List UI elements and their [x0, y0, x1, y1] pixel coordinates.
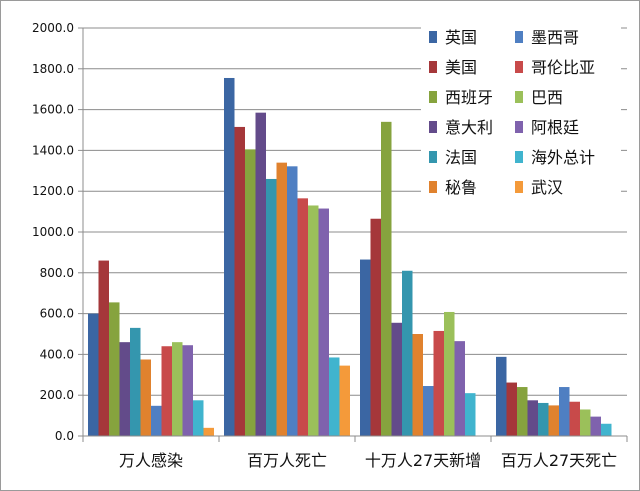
bar [287, 166, 298, 436]
x-category-label: 百万人27天死亡 [501, 451, 617, 470]
bar [193, 400, 204, 436]
bar [360, 259, 371, 436]
bar [559, 387, 570, 436]
bar [318, 208, 329, 436]
legend-swatch [429, 31, 437, 43]
bar [297, 198, 308, 436]
y-tick-label: 1600.0 [32, 103, 74, 117]
legend-label: 英国 [445, 28, 477, 47]
x-category-label: 百万人死亡 [247, 451, 327, 470]
bar [601, 423, 612, 436]
bar [569, 401, 580, 436]
x-category-label: 万人感染 [119, 451, 183, 470]
bar [517, 387, 528, 436]
bar [370, 218, 381, 436]
bar [224, 77, 235, 436]
y-tick-label: 0.0 [55, 429, 74, 443]
legend-label: 法国 [445, 148, 477, 167]
legend-label: 秘鲁 [445, 178, 477, 197]
bar [339, 365, 350, 436]
legend-swatch [429, 61, 437, 73]
legend-label: 意大利 [445, 118, 493, 137]
legend-swatch [429, 151, 437, 163]
bar [412, 334, 423, 436]
legend-label: 阿根廷 [531, 118, 579, 137]
legend-swatch [515, 151, 523, 163]
legend-label: 巴西 [531, 88, 563, 107]
legend-label: 哥伦比亚 [531, 58, 595, 77]
legend-swatch [515, 121, 523, 133]
y-tick-label: 600.0 [40, 307, 74, 321]
x-category-label: 十万人27天新增 [365, 451, 481, 470]
bar [88, 313, 99, 436]
bar [454, 341, 465, 436]
bars [88, 77, 612, 436]
bar [276, 162, 287, 436]
y-tick-label: 1800.0 [32, 62, 74, 76]
legend-swatch [515, 31, 523, 43]
legend-swatch [429, 91, 437, 103]
legend-label: 墨西哥 [531, 28, 579, 47]
bar [590, 416, 601, 436]
legend-swatch [429, 181, 437, 193]
y-tick-label: 800.0 [40, 266, 74, 280]
bar [444, 311, 455, 436]
bar [119, 342, 130, 436]
bar [402, 270, 413, 436]
legend-swatch [515, 181, 523, 193]
y-tick-label: 1200.0 [32, 184, 74, 198]
bar [506, 382, 517, 436]
bar [381, 121, 392, 436]
bar [527, 400, 538, 436]
y-tick-label: 400.0 [40, 347, 74, 361]
bar [496, 356, 507, 436]
bar [548, 405, 559, 436]
legend-swatch [515, 91, 523, 103]
legend-swatch [429, 121, 437, 133]
bar [172, 342, 183, 436]
bar [308, 205, 319, 436]
bar [203, 427, 214, 436]
bar [255, 112, 266, 436]
legend-swatch [515, 61, 523, 73]
bar [151, 405, 162, 436]
bar [182, 345, 193, 436]
bar [391, 322, 402, 436]
bar [580, 409, 591, 436]
bar [423, 386, 434, 436]
y-tick-label: 1400.0 [32, 143, 74, 157]
bar [433, 330, 444, 436]
y-tick-label: 1000.0 [32, 225, 74, 239]
bar [538, 402, 549, 436]
bar [234, 126, 245, 436]
bar [245, 149, 256, 436]
bar [329, 357, 340, 436]
legend-label: 海外总计 [531, 148, 595, 167]
legend-label: 美国 [445, 58, 477, 77]
bar [98, 260, 109, 436]
legend-background [421, 15, 621, 211]
axes: 0.0 200.0 400.0 600.0 800.0 1000.0 1200.0 1400.… [32, 21, 628, 470]
bar [130, 327, 141, 436]
bar [140, 359, 151, 436]
bar [266, 178, 277, 436]
legend-label: 武汉 [531, 178, 563, 197]
legend-label: 西班牙 [445, 88, 493, 107]
y-tick-label: 200.0 [40, 388, 74, 402]
y-tick-label: 2000.0 [32, 21, 74, 35]
bar [161, 346, 172, 436]
bar [465, 393, 476, 436]
bar [109, 302, 120, 436]
